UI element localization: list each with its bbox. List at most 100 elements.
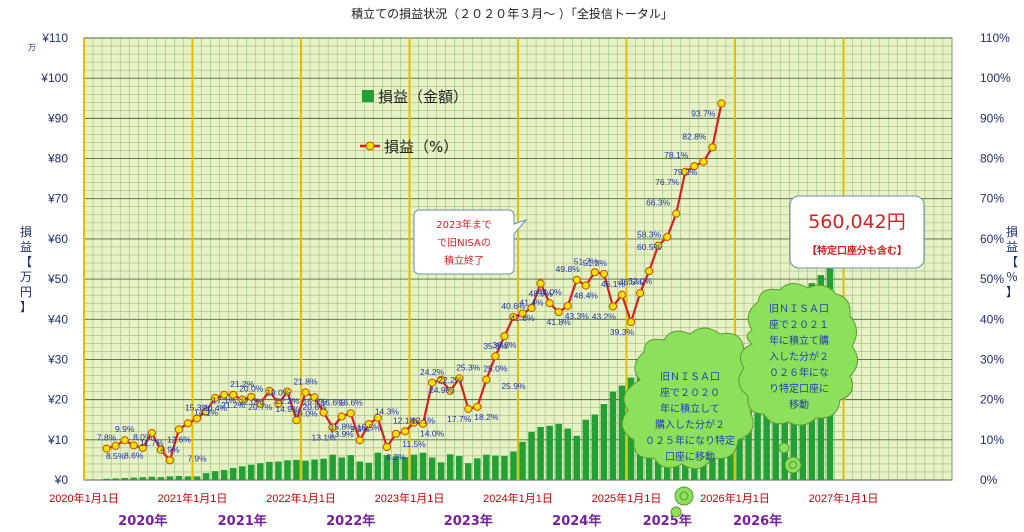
percent-data-label: 14.0% (420, 429, 445, 439)
percent-data-label: 42.8% (510, 313, 535, 323)
amount-bar (275, 461, 282, 480)
legend: 損益（金額） 損益（%） (360, 88, 468, 156)
percent-marker (563, 301, 572, 311)
amount-bar (374, 452, 382, 480)
bubble-line-1: 2023年まで (436, 218, 491, 231)
percent-data-label: 4.9% (160, 444, 180, 454)
highlight-note: 【特定口座分も含む】 (807, 244, 907, 257)
amount-bar (311, 459, 318, 480)
amount-bar (338, 457, 345, 480)
percent-marker (328, 423, 337, 432)
percent-data-label: 19.0% (293, 409, 318, 419)
cloud-left-line: 購入した分が２ (655, 418, 725, 431)
percent-data-label: 11.7% (140, 438, 164, 448)
percent-data-label: 76.7% (655, 177, 680, 187)
amount-bar (564, 428, 571, 480)
percent-marker (292, 416, 301, 425)
percent-data-label: 93.7% (691, 108, 716, 118)
percent-marker (238, 395, 247, 404)
highlight-amount: 560,042円 (808, 211, 906, 233)
percent-marker (256, 399, 265, 408)
percent-marker (120, 436, 129, 445)
amount-bar (582, 419, 590, 480)
amount-bar (392, 456, 400, 480)
amount-bar (329, 454, 336, 480)
amount-bar (483, 454, 490, 480)
amount-bar (148, 476, 156, 480)
cloud-left-line: 座で２０２０ (660, 386, 720, 399)
percent-data-label: 48.4% (574, 291, 599, 301)
right-tick-label: 10% (980, 433, 1004, 447)
percent-marker (220, 390, 229, 399)
right-tick-label: 90% (980, 111, 1004, 125)
amount-bar (519, 441, 526, 480)
percent-data-label: 46.1% (601, 279, 626, 289)
percent-data-label: 21.2% (221, 400, 246, 410)
percent-marker (174, 425, 184, 434)
percent-data-label: 17.7% (447, 414, 472, 424)
percent-marker (509, 312, 518, 321)
percent-marker (319, 408, 328, 417)
percent-marker (527, 303, 536, 313)
percent-marker (554, 307, 563, 317)
percent-marker (265, 386, 274, 395)
percent-marker (138, 443, 147, 452)
percent-marker (102, 444, 111, 453)
percent-data-label: 20.0% (239, 384, 264, 394)
percent-marker (373, 413, 382, 422)
percent-data-label: 18.2% (474, 412, 499, 422)
percent-data-label: 35.8% (483, 341, 508, 351)
percent-data-label: 16.6% (339, 397, 364, 407)
left-tick-label: ¥70 (47, 192, 68, 206)
percent-marker (645, 266, 654, 276)
amount-bar (600, 404, 608, 480)
percent-marker (635, 289, 645, 298)
cloud-left-line: 口座に移動 (665, 450, 715, 463)
left-tick-label: ¥60 (47, 232, 68, 246)
percent-data-label: 21.2% (230, 379, 255, 389)
right-tick-label: 60% (980, 232, 1004, 246)
percent-data-label: 39.3% (610, 327, 635, 337)
percent-data-label: 43.2% (592, 311, 617, 321)
percent-data-label: 11.5% (402, 439, 426, 449)
percent-marker (337, 412, 346, 421)
amount-bar (184, 476, 192, 480)
amount-bar (166, 476, 174, 480)
percent-data-label: 22.2% (438, 375, 463, 385)
left-tick-label: ¥40 (47, 312, 68, 326)
cloud-left-line: 年に積立して (660, 402, 720, 415)
amount-bar (220, 469, 228, 480)
amount-bar (573, 435, 581, 480)
percent-marker (617, 290, 627, 299)
amount-bar (248, 464, 255, 480)
percent-data-label: 16.8% (303, 396, 328, 406)
percent-marker (283, 387, 292, 396)
percent-marker (400, 427, 410, 436)
left-tick-label: ¥50 (47, 272, 68, 286)
legend-bar-label: 損益（金額） (378, 88, 468, 106)
left-unit-label: 万 (28, 43, 36, 52)
amount-bar (410, 454, 418, 480)
x-tick-label: 2026年1月1日 (700, 491, 770, 505)
left-tick-label: ¥10 (47, 433, 68, 447)
percent-data-label: 78.1% (664, 150, 689, 160)
amount-bar (202, 473, 210, 480)
amount-bar (492, 455, 499, 480)
right-axis-ticks: 0% 10% 20% 30% 40% 50% 60% 70% 80% 90% 100% 110% (980, 31, 1011, 487)
amount-bar (546, 425, 553, 480)
percent-marker (464, 404, 473, 413)
year-label: 2023年 (444, 513, 493, 529)
amount-bar (555, 423, 562, 480)
amount-bar (175, 475, 183, 480)
percent-marker (717, 99, 726, 108)
amount-bar (428, 457, 436, 480)
amount-bar (446, 454, 454, 480)
bubble-line-2: で旧NISAの (437, 237, 491, 249)
percent-data-label: 40.6% (501, 301, 526, 311)
right-tick-label: 40% (980, 312, 1004, 326)
percent-data-labels: 7.8% 8.5% 9.9% 8.6% 8.0%11.7%4.9%12.6% 15.3% 7… (97, 108, 716, 463)
x-axis-ticks: 2020年1月1日 2021年1月1日 2022年1月1日 2023年1月1日 2024… (49, 491, 878, 505)
x-tick-label: 2023年1月1日 (375, 491, 445, 505)
left-tick-label: ¥30 (47, 352, 68, 366)
cloud-right-line: 座で２０２１ (769, 318, 829, 331)
